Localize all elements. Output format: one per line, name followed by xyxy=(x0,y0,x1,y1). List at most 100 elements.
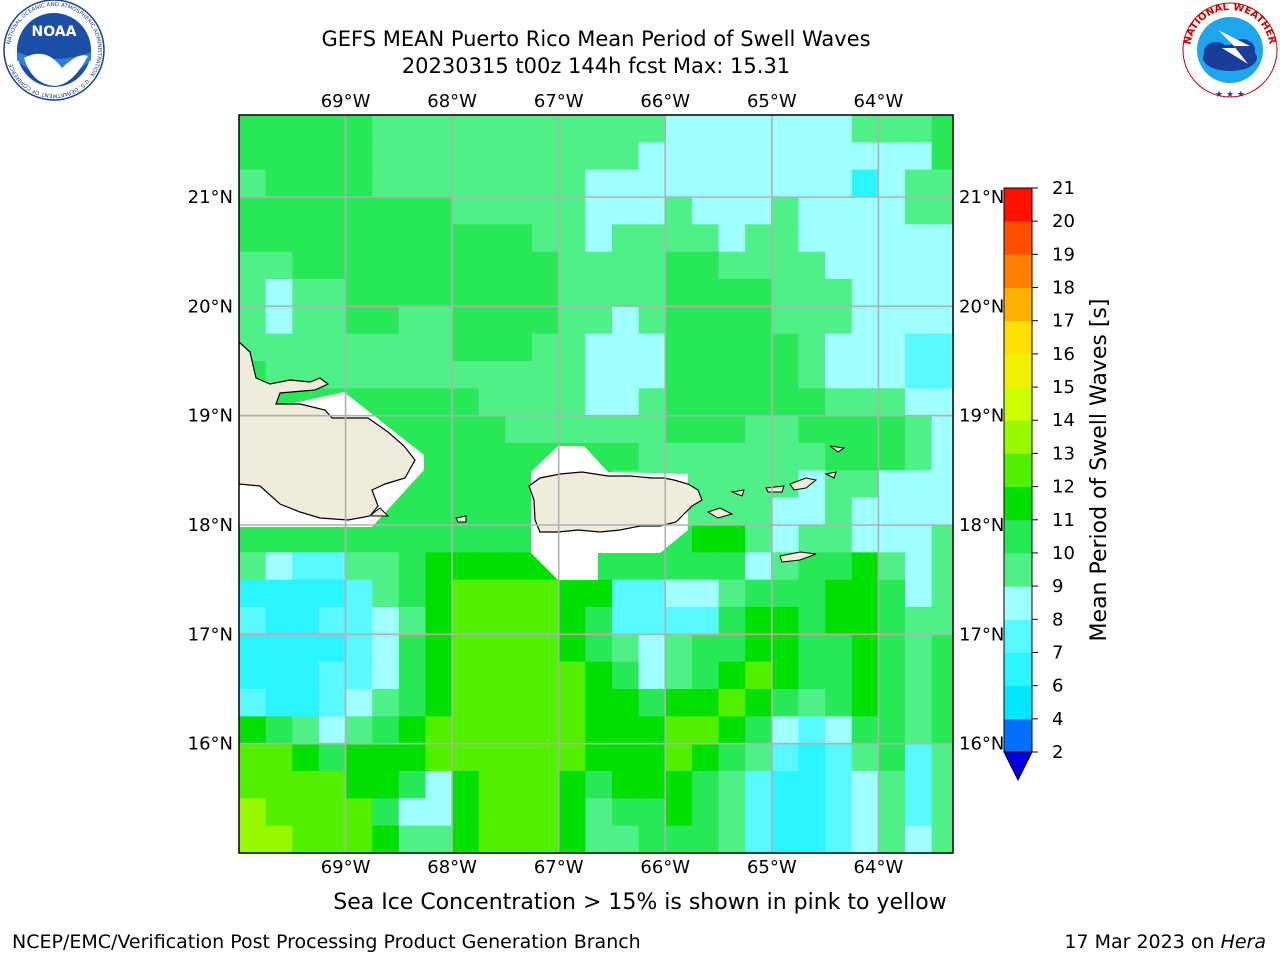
field-cell xyxy=(318,607,347,635)
field-cell xyxy=(372,279,400,307)
field-cell xyxy=(558,333,586,362)
field-cell xyxy=(931,607,953,635)
field-cell xyxy=(478,552,507,581)
field-cell xyxy=(718,415,746,444)
colorbar-segment xyxy=(1004,586,1032,620)
field-cell xyxy=(691,443,720,471)
field-cell xyxy=(771,306,800,335)
field-cell xyxy=(798,415,826,444)
field-cell xyxy=(665,634,693,663)
field-cell xyxy=(398,771,427,799)
field-cell xyxy=(691,798,720,827)
field-cell xyxy=(318,689,347,717)
field-cell xyxy=(878,169,906,198)
field-cell xyxy=(665,169,693,198)
field-cell xyxy=(425,825,453,853)
colorbar-segment xyxy=(1004,652,1032,687)
field-cell xyxy=(638,142,666,171)
virgin-island-5 xyxy=(824,471,837,479)
field-cell xyxy=(478,197,507,225)
field-cell xyxy=(611,771,640,799)
field-cell xyxy=(905,251,933,280)
colorbar-segment xyxy=(1004,685,1032,720)
field-cell xyxy=(825,306,853,335)
colorbar-tick-label: 19 xyxy=(1052,244,1075,265)
field-cell xyxy=(718,525,746,553)
field-cell xyxy=(532,415,560,444)
field-cell xyxy=(718,798,746,827)
field-cell xyxy=(398,142,427,171)
colorbar-segment xyxy=(1004,486,1032,521)
field-cell xyxy=(318,661,347,690)
field-cell xyxy=(478,224,507,253)
field-cell xyxy=(611,388,640,417)
field-cell xyxy=(505,689,533,717)
field-cell xyxy=(478,333,507,362)
field-cell xyxy=(345,579,373,608)
field-cell xyxy=(585,825,613,853)
sea-ice-note: Sea Ice Concentration > 15% is shown in … xyxy=(333,890,947,915)
colorbar-title: Mean Period of Swell Waves [s] xyxy=(1087,299,1112,642)
field-cell xyxy=(611,306,640,335)
field-cell xyxy=(585,415,613,444)
field-cell xyxy=(239,251,267,280)
field-cell xyxy=(638,169,666,198)
field-cell xyxy=(745,743,773,772)
field-cell xyxy=(239,115,267,143)
field-cell xyxy=(798,224,826,253)
field-cell xyxy=(931,825,953,853)
field-cell xyxy=(798,689,826,717)
field-cell xyxy=(478,798,507,827)
field-cell xyxy=(478,634,507,663)
field-cell xyxy=(478,525,507,553)
field-cell xyxy=(345,552,373,581)
field-cell xyxy=(611,798,640,827)
field-cell xyxy=(452,579,480,608)
field-cell xyxy=(931,197,953,225)
colorbar-tick-label: 18 xyxy=(1052,278,1075,299)
field-cell xyxy=(691,579,720,608)
field-cell xyxy=(532,333,560,362)
lat-tick-label: 19°N xyxy=(188,406,233,427)
field-cell xyxy=(691,525,720,553)
field-cell xyxy=(985,142,1012,170)
field-cell xyxy=(585,306,613,335)
field-cell xyxy=(345,771,373,799)
field-cell xyxy=(532,142,560,171)
field-cell xyxy=(505,552,533,581)
field-cell xyxy=(452,224,480,253)
lat-tick-label: 17°N xyxy=(959,624,1004,645)
field-cell xyxy=(398,661,427,690)
field-cell xyxy=(611,224,640,253)
field-cell xyxy=(905,115,933,143)
field-cell xyxy=(372,197,400,225)
field-cell xyxy=(851,169,880,198)
lon-tick-label: 65°W xyxy=(747,857,797,878)
field-cell xyxy=(665,142,693,171)
lon-tick-label: 64°W xyxy=(854,857,904,878)
field-cell xyxy=(931,552,953,581)
field-cell xyxy=(665,333,693,362)
field-cell xyxy=(638,716,666,745)
field-cell xyxy=(931,361,953,389)
field-cell xyxy=(585,579,613,608)
field-cell xyxy=(718,224,746,253)
field-cell xyxy=(985,798,1012,826)
field-cell xyxy=(798,279,826,307)
field-cell xyxy=(878,497,906,526)
field-cell xyxy=(532,251,560,280)
field-cell xyxy=(851,142,880,171)
field-cell xyxy=(931,525,953,553)
field-cell xyxy=(345,169,373,198)
field-cell xyxy=(425,415,453,444)
field-cell xyxy=(398,224,427,253)
field-cell xyxy=(505,333,533,362)
field-cell xyxy=(265,251,293,280)
field-cell xyxy=(958,334,985,362)
field-cell xyxy=(239,798,267,827)
field-cell xyxy=(771,443,800,471)
field-cell xyxy=(771,388,800,417)
field-cell xyxy=(745,279,773,307)
colorbar-segment xyxy=(1004,320,1032,355)
field-cell xyxy=(372,661,400,690)
